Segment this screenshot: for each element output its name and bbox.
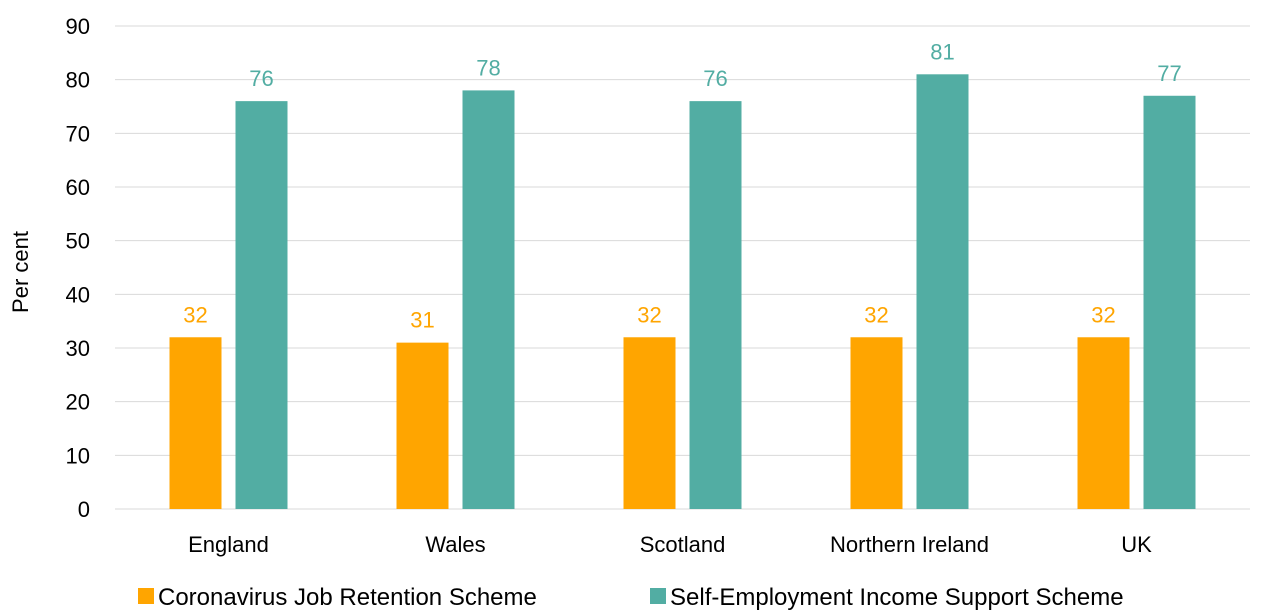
bar [916, 74, 969, 510]
y-tick-label: 80 [66, 68, 90, 93]
data-label: 76 [703, 66, 727, 91]
gridlines [115, 25, 1250, 510]
category-label: UK [1121, 532, 1152, 557]
bar [623, 337, 676, 509]
y-tick-label: 30 [66, 336, 90, 361]
x-axis-categories: England Wales Scotland Northern Ireland UK [188, 532, 1152, 557]
bar [1143, 95, 1196, 510]
category-label: England [188, 532, 269, 557]
y-tick-label: 40 [66, 282, 90, 307]
y-tick-label: 60 [66, 175, 90, 200]
category-label: Wales [425, 532, 485, 557]
bar [1077, 337, 1130, 509]
bars [169, 74, 1196, 510]
y-axis-ticks: 0 10 20 30 40 50 60 70 80 90 [66, 14, 90, 522]
legend-swatch [650, 588, 666, 604]
y-tick-label: 10 [66, 443, 90, 468]
data-label: 78 [476, 55, 500, 80]
bar [850, 337, 903, 509]
y-tick-label: 50 [66, 229, 90, 254]
category-label: Northern Ireland [830, 532, 989, 557]
legend-swatch [138, 588, 154, 604]
legend: Coronavirus Job Retention Scheme Self-Emp… [138, 584, 1124, 611]
data-label: 32 [183, 302, 207, 327]
data-label: 77 [1157, 61, 1181, 86]
data-label: 31 [410, 308, 434, 333]
y-tick-label: 90 [66, 14, 90, 39]
y-tick-label: 0 [78, 497, 90, 522]
bar [396, 342, 449, 509]
data-labels: 32 76 31 78 32 76 32 81 32 77 [183, 39, 1181, 332]
bar [235, 101, 288, 509]
y-axis-title: Per cent [8, 231, 33, 313]
bar [169, 337, 222, 509]
data-label: 76 [249, 66, 273, 91]
data-label: 32 [1091, 302, 1115, 327]
data-label: 32 [637, 302, 661, 327]
category-label: Scotland [640, 532, 726, 557]
bar [689, 101, 742, 509]
bar [462, 90, 515, 510]
legend-label: Self-Employment Income Support Scheme [670, 584, 1124, 611]
y-tick-label: 20 [66, 390, 90, 415]
data-label: 81 [930, 39, 954, 64]
legend-label: Coronavirus Job Retention Scheme [158, 584, 537, 611]
y-tick-label: 70 [66, 121, 90, 146]
data-label: 32 [864, 302, 888, 327]
